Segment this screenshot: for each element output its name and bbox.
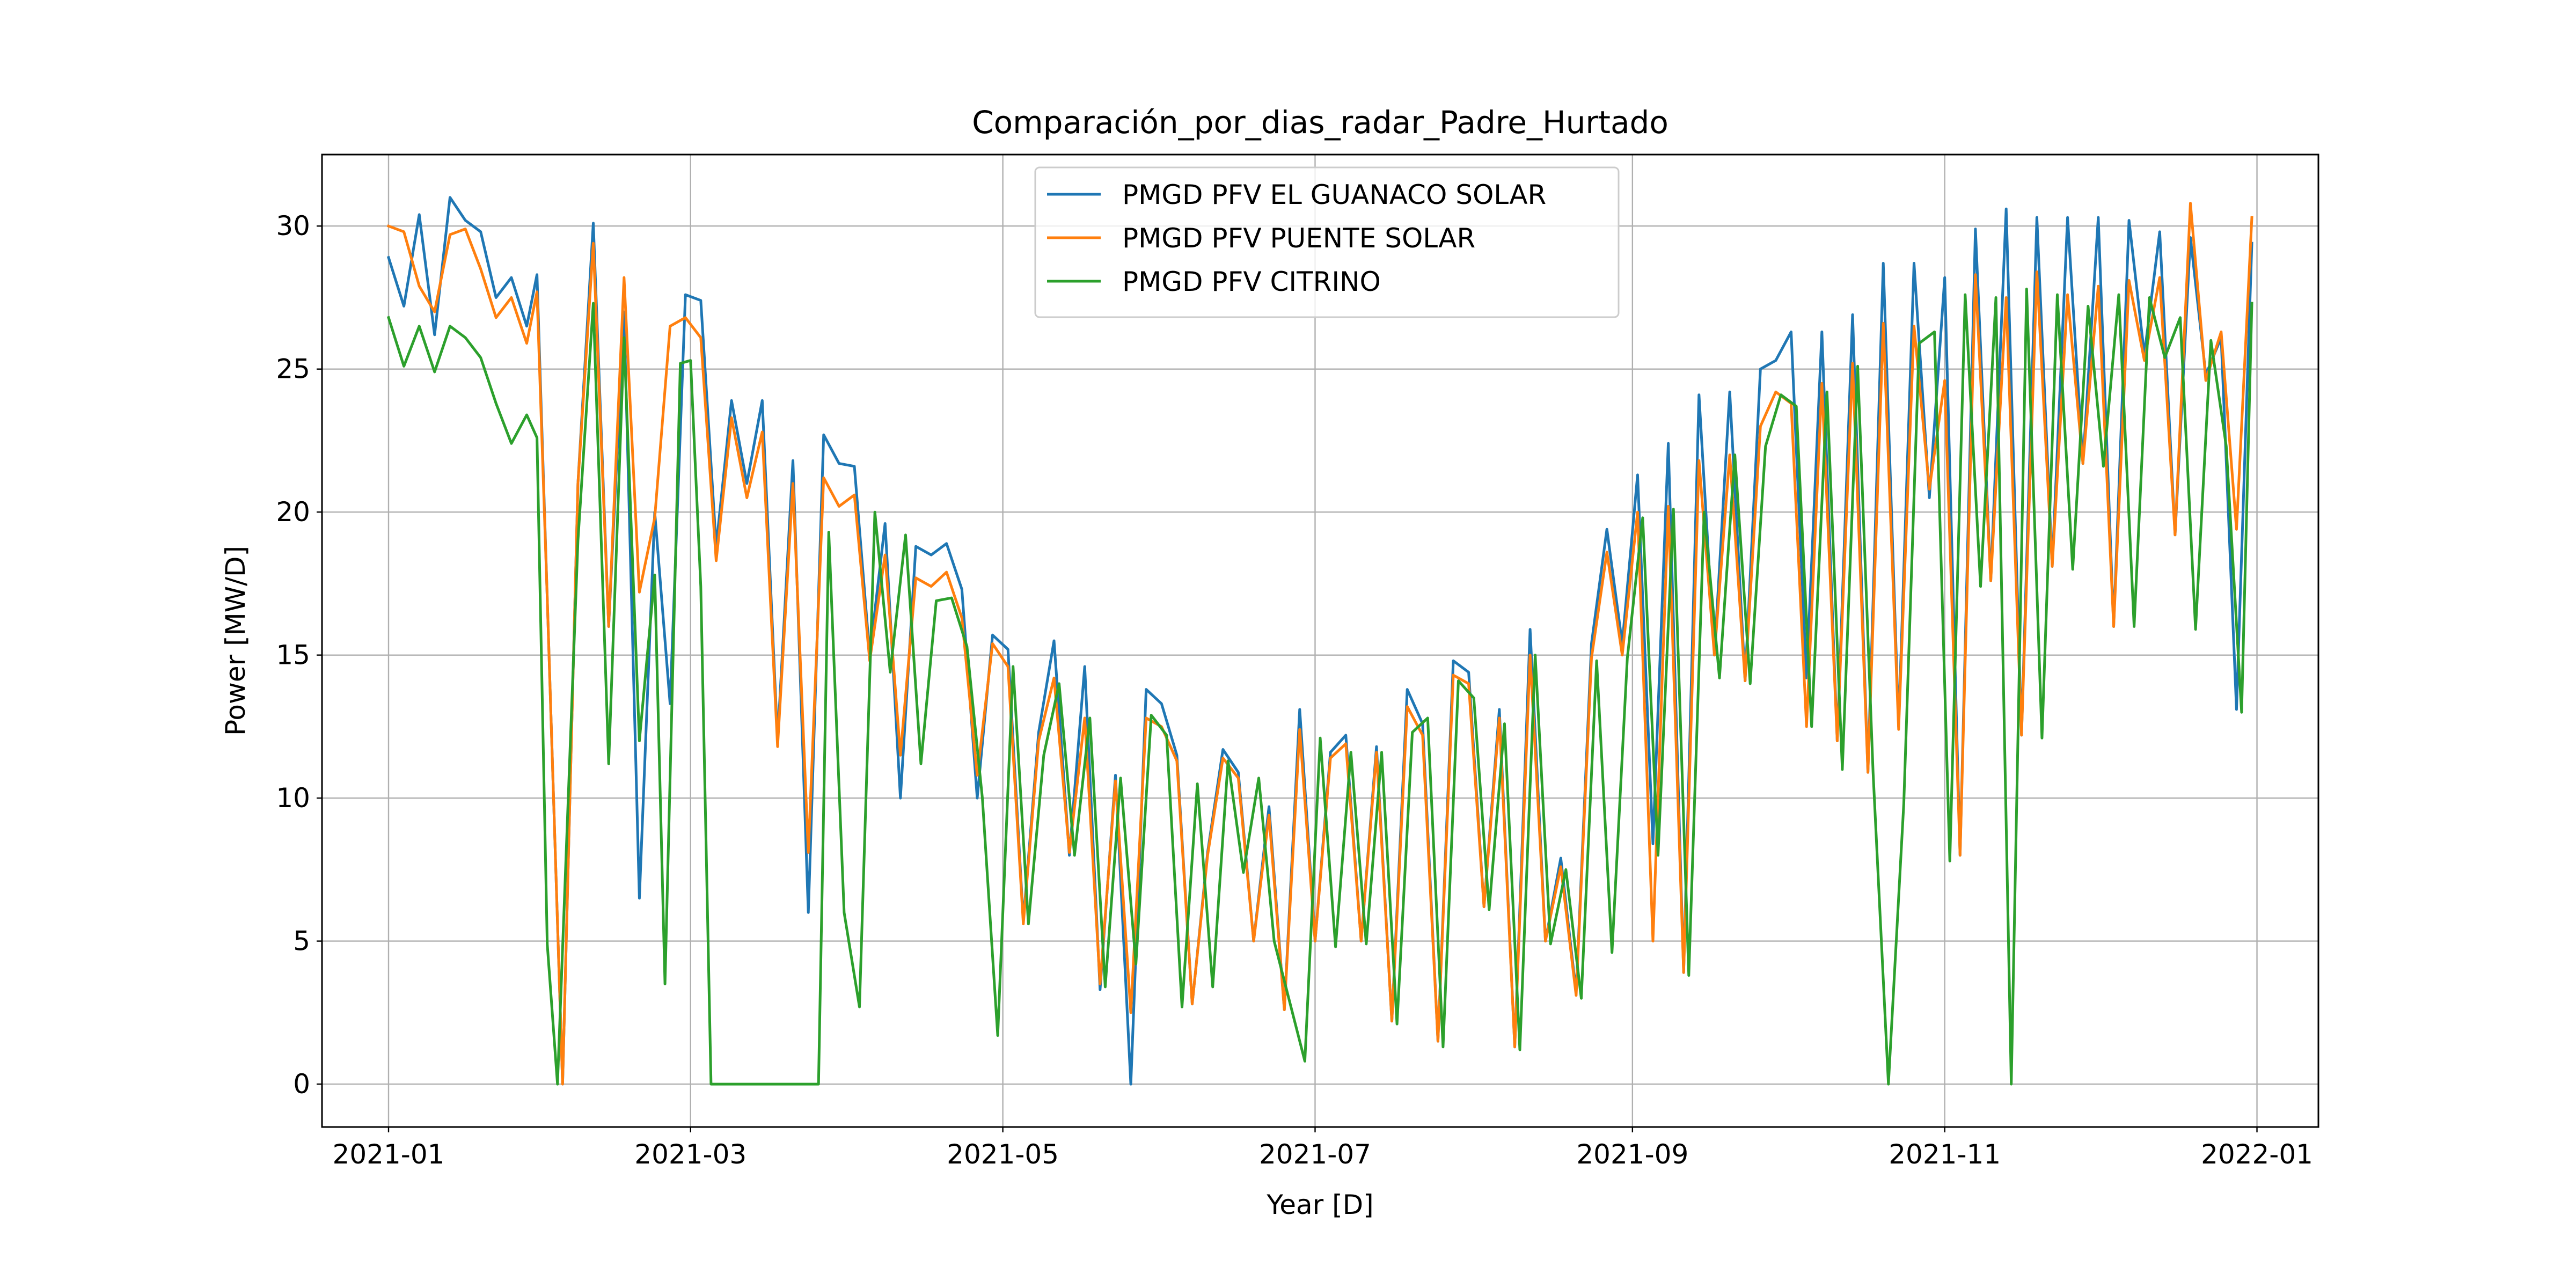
y-tick-label: 30 (276, 210, 310, 241)
x-axis-label: Year [D] (1266, 1189, 1373, 1220)
series-line-3 (386, 288, 2253, 1086)
y-tick-label: 25 (276, 354, 310, 385)
axis-ticks: 0 5 10 15 20 25 30 2021-01 2021-03 2021-05 2021-07… (276, 210, 2313, 1170)
x-tick-label: 2022-01 (2201, 1139, 2313, 1170)
chart-title: Comparación_por_dias_radar_Padre_Hurtado (972, 104, 1668, 141)
series-lines (386, 196, 2253, 1086)
x-tick-label: 2021-09 (1576, 1139, 1688, 1170)
y-tick-label: 5 (293, 926, 310, 957)
legend-label: PMGD PFV EL GUANACO SOLAR (1122, 179, 1546, 210)
y-tick-label: 10 (276, 782, 310, 814)
series-line-2 (386, 202, 2253, 1086)
legend-label: PMGD PFV CITRINO (1122, 266, 1381, 297)
legend-box (1034, 166, 1620, 318)
x-tick-label: 2021-01 (333, 1139, 445, 1170)
plot-frame (321, 153, 2319, 1128)
y-axis-label: Power [MW/D] (220, 546, 251, 736)
legend: PMGD PFV EL GUANACO SOLAR PMGD PFV PUENTE… (1034, 166, 1620, 318)
y-tick-label: 0 (293, 1069, 310, 1100)
x-tick-label: 2021-05 (947, 1139, 1059, 1170)
x-tick-label: 2021-07 (1259, 1139, 1371, 1170)
x-tick-label: 2021-11 (1889, 1139, 2001, 1170)
y-tick-label: 20 (276, 496, 310, 528)
legend-label: PMGD PFV PUENTE SOLAR (1122, 223, 1475, 254)
x-tick-label: 2021-03 (634, 1139, 747, 1170)
y-tick-label: 15 (276, 640, 310, 671)
